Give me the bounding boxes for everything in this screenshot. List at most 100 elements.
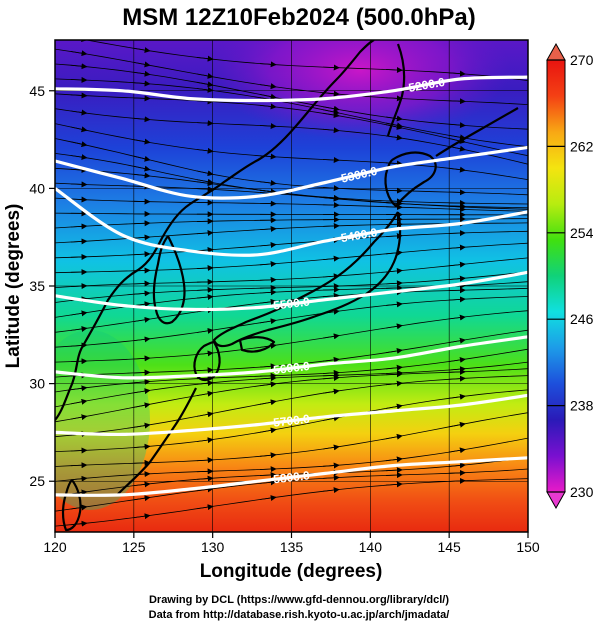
streamline-arrow [196, 229, 214, 236]
streamline-arrow [70, 181, 88, 188]
streamline-arrow [196, 265, 214, 272]
streamline-arrow [386, 95, 403, 102]
streamline-arrow [133, 402, 151, 409]
streamline-arrow [322, 112, 340, 118]
streamline-arrow [196, 55, 214, 62]
colorbar-tick-label: 246 [570, 311, 594, 327]
streamline-arrow [259, 261, 277, 268]
streamline-arrow [133, 116, 151, 123]
streamline-arrow [196, 411, 214, 418]
colorbar-tick-label: 262 [570, 138, 594, 154]
streamline-arrow [133, 165, 151, 172]
streamline-arrow [259, 363, 277, 370]
streamline-arrow [70, 447, 88, 454]
streamline-arrow [259, 93, 277, 100]
contour-line [55, 393, 528, 437]
coastline-taiwan [61, 479, 82, 532]
streamline-arrow [322, 356, 340, 363]
coastline-korea [152, 235, 186, 325]
streamline-arrow [70, 223, 88, 230]
streamline-arrow [449, 261, 466, 268]
y-tick-label: 45 [29, 83, 45, 99]
streamline-arrow [196, 178, 214, 185]
streamline-arrow [322, 444, 340, 451]
streamline-arrow [259, 188, 277, 195]
streamline-arrow [259, 61, 277, 68]
streamline-arrow [322, 127, 340, 134]
streamline-arrow [386, 280, 403, 287]
streamline-arrow [70, 63, 88, 70]
streamline-arrow [70, 520, 88, 527]
x-axis-label: Longitude (degrees) [200, 561, 383, 582]
streamline-arrow [323, 369, 340, 376]
streamline-arrow [449, 122, 466, 129]
streamline-arrow [196, 390, 214, 397]
streamline-arrow [259, 289, 277, 296]
streamline-arrow [259, 381, 277, 388]
streamline-arrow [196, 475, 214, 482]
streamline-arrow [449, 356, 466, 363]
streamline-arrow [133, 495, 151, 502]
streamline-arrow [70, 462, 88, 469]
colorbar-max-triangle [546, 42, 566, 61]
contour-line [55, 75, 528, 103]
coastline-sakhalin [386, 43, 406, 137]
streamline-arrow [133, 443, 151, 450]
streamline-arrow [449, 244, 466, 251]
streamline-arrow [323, 222, 340, 229]
streamline-arrow [70, 154, 88, 161]
streamline-arrow [386, 134, 403, 141]
coastline-shikoku [238, 336, 276, 353]
streamline-arrow [196, 72, 214, 79]
streamline-arrow [196, 286, 214, 293]
streamline-arrow [70, 325, 88, 332]
y-tick-label: 25 [29, 473, 45, 489]
streamline-arrow [386, 301, 403, 308]
streamline-arrow [449, 134, 466, 141]
streamline-arrow [449, 70, 466, 77]
colorbar-tick-label: 238 [570, 398, 594, 414]
streamline-arrow [70, 238, 88, 245]
colorbar-tick-label: 254 [570, 225, 594, 241]
streamline-arrow [449, 421, 466, 428]
streamline-arrow [323, 194, 340, 201]
streamline-arrow [386, 369, 403, 376]
streamline-arrow [322, 90, 340, 97]
streamline-arrow [70, 196, 88, 203]
streamline-arrow [259, 495, 277, 501]
streamline-arrow [449, 138, 466, 144]
streamline-arrow [70, 398, 88, 405]
streamline-arrow [259, 472, 277, 479]
streamline-arrow [70, 109, 88, 116]
streamline-arrow [259, 179, 277, 186]
streamline-arrow [259, 225, 277, 232]
streamline-arrow [449, 375, 466, 382]
streamline-arrow [133, 138, 151, 145]
streamline-arrow [70, 76, 88, 83]
streamline-arrow [70, 50, 88, 57]
streamline-arrow [259, 242, 277, 248]
streamline-arrow [386, 66, 403, 73]
coastline-asia-mainland [55, 40, 375, 421]
streamline-arrow [259, 318, 277, 325]
streamline-arrow [449, 98, 466, 105]
streamline-arrow [133, 336, 151, 343]
streamline-arrow [386, 403, 403, 410]
contour-label: 5200.0 [407, 75, 446, 95]
contour-label: 5700.0 [272, 412, 310, 430]
y-axis-ticks: 25 30 35 40 45 [29, 83, 55, 489]
colorbar-scale [546, 59, 566, 493]
y-tick-label: 30 [29, 376, 45, 392]
streamline-arrow [133, 61, 151, 68]
streamline-arrow [386, 249, 403, 256]
x-tick-label: 150 [516, 539, 540, 555]
contour-line [55, 187, 528, 257]
colorbar: 270 262 254 246 238 230 [546, 42, 594, 510]
x-axis-ticks: 120 125 130 135 140 145 150 [43, 532, 540, 555]
streamline-arrow [449, 203, 466, 210]
streamline-arrow [196, 327, 214, 334]
colorbar-ticks: 270 262 254 246 238 230 [547, 52, 594, 500]
height-contours: 5200.05300.05400.05500.05600.05700.05800… [55, 75, 528, 497]
credit-drawing: Drawing by DCL (https://www.gfd-dennou.o… [149, 594, 449, 606]
